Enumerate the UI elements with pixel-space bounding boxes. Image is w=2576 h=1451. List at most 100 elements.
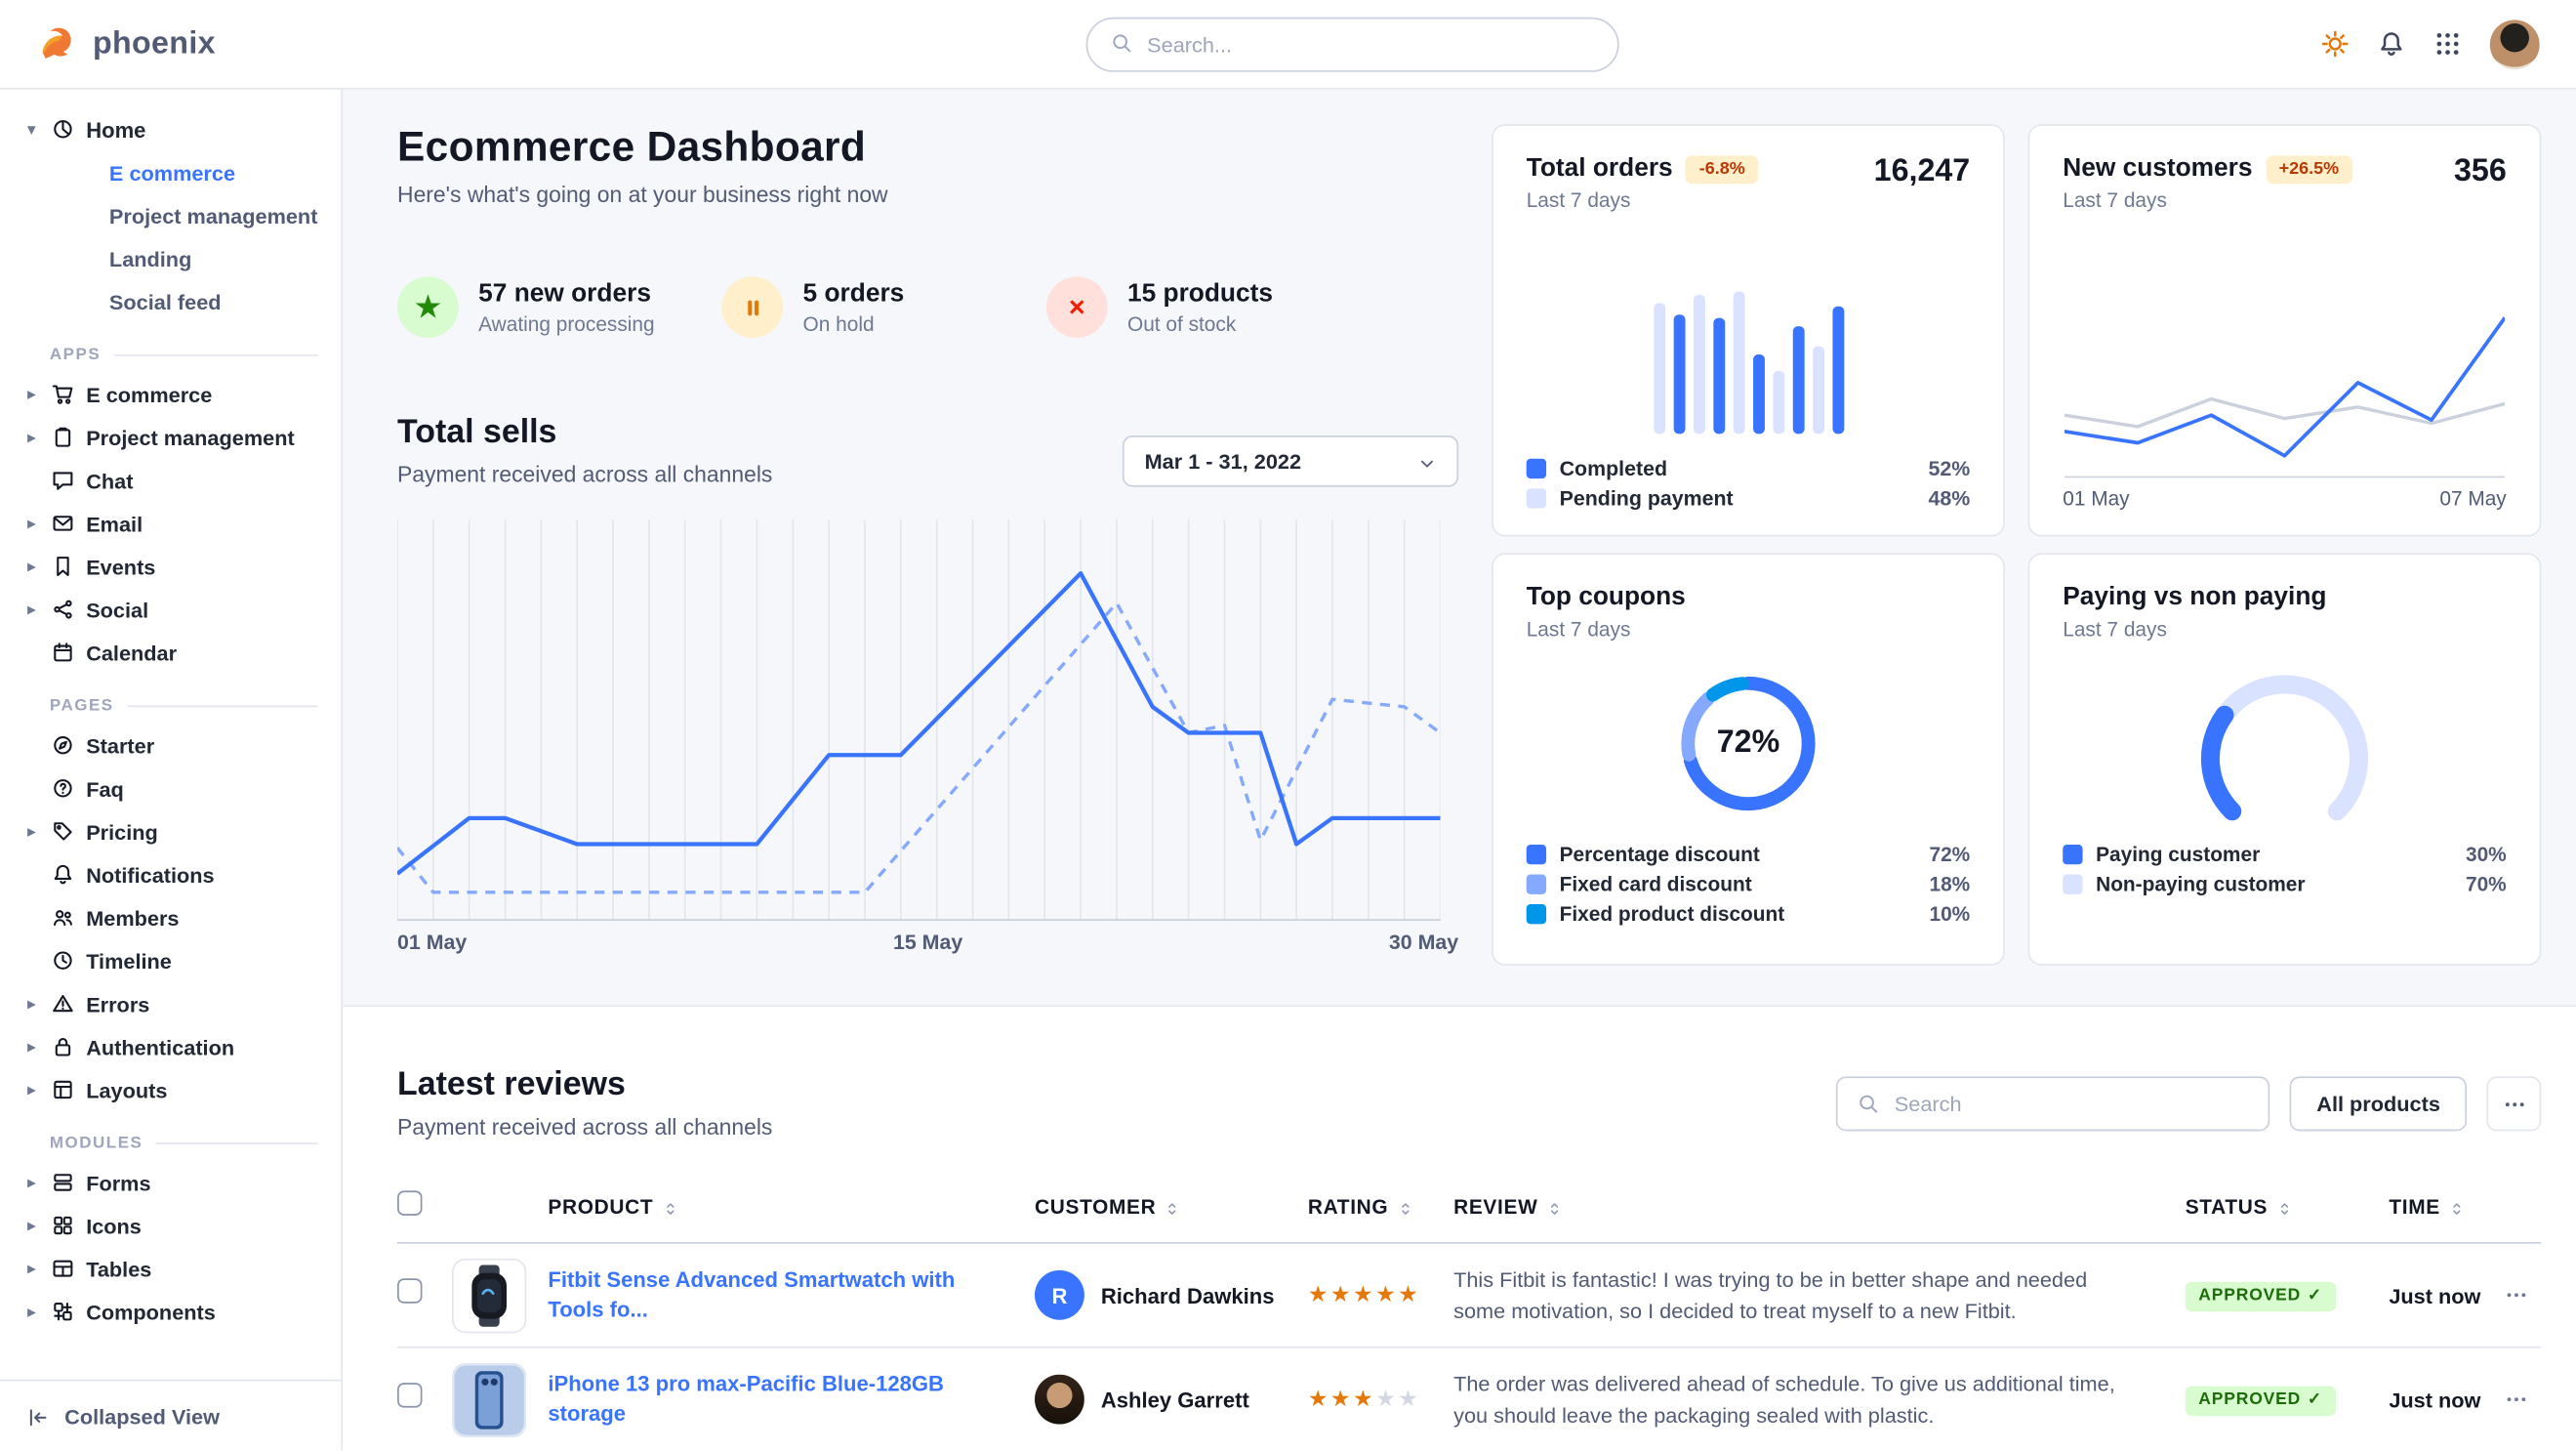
sidebar-item-project-management[interactable]: ▸ Project management (27, 425, 295, 450)
sort-icon (662, 1196, 678, 1220)
review-time: Just now (2389, 1387, 2481, 1412)
table-icon (52, 1257, 75, 1280)
phoenix-logo-icon (42, 26, 71, 59)
sidebar-item-components[interactable]: ▸ Components (27, 1299, 216, 1324)
total-orders-legend-item: Pending payment 48% (1526, 487, 1970, 510)
product-image (452, 1361, 527, 1437)
sidebar-item-chat[interactable]: Chat (0, 459, 341, 502)
sort-icon (1546, 1196, 1563, 1220)
column-rating[interactable]: RATING (1308, 1196, 1453, 1219)
topbar-actions (2321, 19, 2540, 69)
total-orders-bar-chart (1527, 235, 1971, 435)
date-range-value: Mar 1 - 31, 2022 (1144, 448, 1302, 475)
all-products-button[interactable]: All products (2290, 1076, 2468, 1132)
reviews-table: PRODUCT CUSTOMER RATING REVIEW STATUS TI… (397, 1176, 2542, 1451)
column-review[interactable]: REVIEW (1453, 1196, 2186, 1220)
sidebar-item-timeline[interactable]: Timeline (0, 939, 341, 982)
x-label: 30 May (1388, 931, 1459, 954)
apps-grid-button[interactable] (2433, 30, 2462, 59)
date-range-select[interactable]: Mar 1 - 31, 2022 (1123, 435, 1459, 487)
sidebar-item-icons[interactable]: ▸ Icons (27, 1213, 142, 1238)
total-orders-value: 16,247 (1873, 153, 1971, 189)
select-all-checkbox[interactable] (397, 1190, 423, 1216)
product-image (452, 1258, 527, 1333)
sidebar-nav: ▾ Home E commerce Project management Landing… (0, 107, 341, 1333)
user-avatar[interactable] (2489, 19, 2540, 69)
sidebar-item-starter[interactable]: Starter (0, 724, 341, 767)
collapsed-view-toggle[interactable]: Collapsed View (0, 1380, 342, 1451)
product-link[interactable]: iPhone 13 pro max-Pacific Blue-128GB sto… (548, 1372, 944, 1427)
notifications-button[interactable] (2377, 30, 2405, 59)
row-checkbox[interactable] (397, 1278, 423, 1304)
nine-dots-icon (2433, 30, 2462, 59)
customer-cell: Ashley Garrett (1035, 1374, 1308, 1425)
search-icon (1111, 29, 1132, 60)
stat-value: 5 orders (802, 278, 905, 308)
sidebar-item-e-commerce[interactable]: E commerce (108, 159, 236, 186)
row-menu-button[interactable] (2491, 1280, 2541, 1310)
sidebar-item-label: Forms (86, 1170, 151, 1195)
sidebar-item-label: Social (86, 597, 149, 622)
warning-icon (52, 992, 75, 1016)
row-checkbox[interactable] (397, 1383, 423, 1408)
sidebar-item-e-commerce[interactable]: ▸ E commerce (27, 381, 213, 407)
sidebar-item-email[interactable]: ▸ Email (27, 511, 143, 536)
sidebar-item-errors[interactable]: ▸ Errors (27, 991, 150, 1016)
global-search-input[interactable] (1147, 31, 1595, 57)
column-time[interactable]: TIME (2389, 1196, 2491, 1219)
product-link[interactable]: Fitbit Sense Advanced Smartwatch with To… (548, 1267, 956, 1322)
paying-legend: Paying customer 30% Non-paying customer 70% (2063, 843, 2507, 896)
column-status[interactable]: STATUS (2186, 1196, 2390, 1219)
kpi-cards: Total orders -6.8% Last 7 days 16,247 Co… (1492, 124, 2542, 966)
brand-logo[interactable]: phoenix (36, 22, 216, 65)
lock-icon (52, 1035, 75, 1058)
review-text: The order was delivered ahead of schedul… (1453, 1370, 2115, 1428)
new-customers-card: New customers +26.5% Last 7 days 356 01 … (2027, 124, 2542, 537)
sidebar-item-faq[interactable]: Faq (0, 767, 341, 809)
ellipsis-icon (2503, 1091, 2526, 1116)
sidebar-item-label: Errors (86, 991, 150, 1016)
chat-icon (52, 469, 75, 492)
theme-toggle-button[interactable] (2321, 30, 2350, 59)
sidebar-item-label: Pricing (86, 818, 158, 845)
sidebar-item-calendar[interactable]: Calendar (0, 631, 341, 674)
status-badge: APPROVED ✓ (2185, 1386, 2336, 1416)
sidebar-item-events[interactable]: ▸ Events (27, 554, 156, 579)
customer-name: Ashley Garrett (1100, 1387, 1249, 1412)
legend-swatch (1526, 488, 1547, 509)
sidebar-item-layouts[interactable]: ▸ Layouts (27, 1077, 168, 1102)
card-period: Last 7 days (2063, 188, 2167, 213)
sidebar-item-notifications[interactable]: Notifications (0, 852, 341, 895)
sidebar-item-tables[interactable]: ▸ Tables (27, 1256, 152, 1281)
stat-caption: Out of stock (1126, 311, 1237, 336)
sidebar-item-pricing[interactable]: ▸ Pricing (27, 818, 158, 845)
brand-name: phoenix (92, 25, 216, 61)
sidebar: ▾ Home E commerce Project management Landing… (0, 89, 344, 1451)
stat-caption: On hold (802, 311, 875, 336)
x-label: 01 May (2063, 486, 2130, 511)
paying-vs-non-paying-card: Paying vs non paying Last 7 days Paying … (2027, 553, 2542, 966)
global-search (1085, 16, 1619, 71)
reviews-search-input[interactable] (1894, 1091, 2249, 1117)
sidebar-item-social-feed[interactable]: Social feed (108, 288, 222, 314)
latest-reviews-section: Latest reviews Payment received across a… (343, 1007, 2576, 1451)
sidebar-item-forms[interactable]: ▸ Forms (27, 1170, 151, 1195)
row-menu-button[interactable] (2491, 1385, 2541, 1415)
sidebar-item-project-management[interactable]: Project management (108, 202, 318, 228)
column-customer[interactable]: CUSTOMER (1035, 1196, 1308, 1219)
card-title: Total orders (1526, 153, 1673, 183)
sidebar-item-landing[interactable]: Landing (108, 245, 192, 271)
sidebar-item-home[interactable]: ▾ Home (27, 116, 146, 143)
sidebar-item-members[interactable]: Members (0, 896, 341, 939)
pause-icon (721, 276, 784, 338)
reviews-more-button[interactable] (2486, 1076, 2542, 1132)
reviews-subtitle: Payment received across all channels (397, 1114, 773, 1140)
share-icon (52, 598, 75, 621)
sidebar-section-pages: PAGES (0, 674, 341, 724)
column-product[interactable]: PRODUCT (548, 1196, 1035, 1220)
sidebar-item-authentication[interactable]: ▸ Authentication (27, 1034, 235, 1059)
sidebar-item-label: Layouts (86, 1077, 168, 1102)
legend-swatch (1526, 844, 1547, 865)
sidebar-item-social[interactable]: ▸ Social (27, 597, 149, 622)
reviews-title: Latest reviews (397, 1066, 626, 1103)
